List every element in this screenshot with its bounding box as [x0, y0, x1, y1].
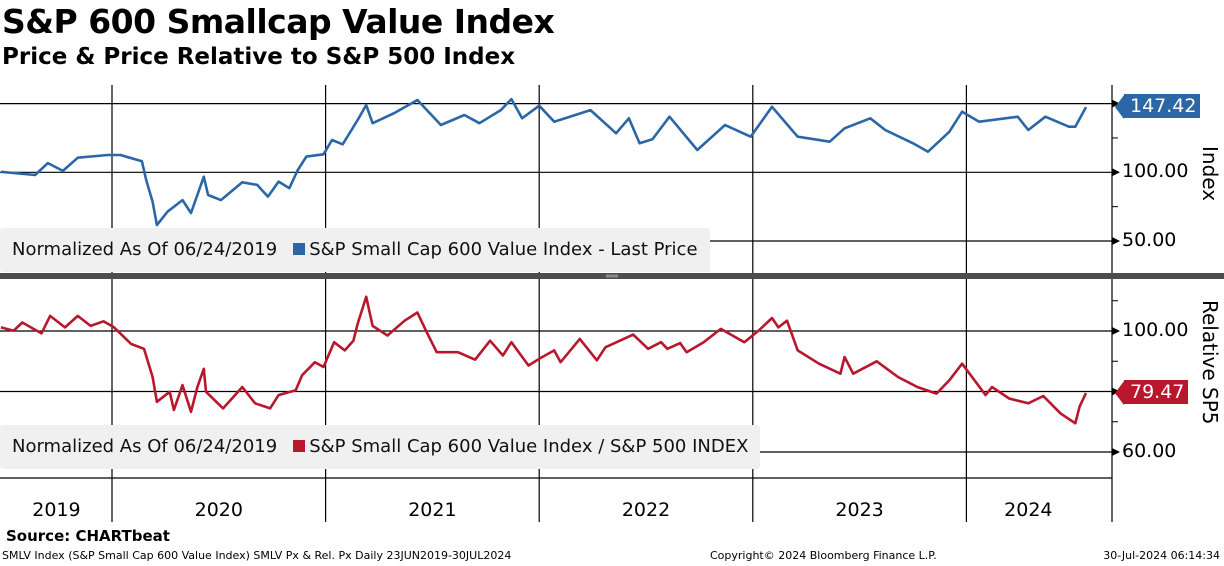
last-value-label-bottom: 79.47 — [1124, 380, 1189, 404]
chart-subtitle: Price & Price Relative to S&P 500 Index — [2, 44, 516, 70]
x-tick-label-2022: 2022 — [621, 499, 671, 521]
y-tick-label-bottom-60: 60.00 — [1122, 440, 1177, 462]
chart-title: S&P 600 Smallcap Value Index — [2, 2, 555, 41]
series-line-relative — [0, 295, 1088, 425]
last-value-pointer — [1115, 381, 1124, 406]
y-axis-title-bottom: Relative SP5 — [1198, 300, 1222, 425]
legend-label: S&P Small Cap 600 Value Index - Last Pri… — [309, 239, 698, 260]
legend-swatch-red — [293, 440, 306, 452]
y-axis-title-top: Index — [1198, 146, 1222, 202]
source-note: Source: CHARTbeat — [6, 527, 170, 545]
y-tick-arrow — [1112, 237, 1120, 245]
x-tick-label-2024: 2024 — [1004, 499, 1053, 521]
footer-description: SMLV Index (S&P Small Cap 600 Value Inde… — [2, 549, 512, 562]
last-value-label-top: 147.42 — [1124, 94, 1201, 118]
legend-swatch-blue — [293, 243, 306, 255]
x-tick-label-2020: 2020 — [194, 499, 243, 521]
x-tick-label-2019: 2019 — [32, 499, 81, 521]
x-tick-label-2023: 2023 — [835, 499, 884, 521]
bottom-legend: Normalized As Of 06/24/2019 S&P Small Cap… — [0, 425, 761, 469]
y-tick-label-bottom-100: 100.00 — [1122, 319, 1189, 341]
y-tick-arrow — [1112, 387, 1120, 396]
divider-grip — [606, 274, 618, 278]
y-tick-arrow — [1112, 327, 1120, 335]
y-tick-arrow — [1112, 168, 1120, 177]
last-value-pointer — [1115, 95, 1124, 120]
x-tick-label-2021: 2021 — [408, 499, 457, 521]
legend-note: Normalized As Of 06/24/2019 — [12, 239, 278, 260]
y-tick-arrow — [1112, 448, 1120, 456]
y-tick-arrow — [1112, 99, 1120, 108]
footer-timestamp: 30-Jul-2024 06:14:34 — [1103, 549, 1220, 562]
y-tick-label-top-50: 50.00 — [1122, 229, 1177, 251]
legend-label: S&P Small Cap 600 Value Index / S&P 500 … — [309, 436, 749, 457]
series-line-price — [0, 97, 1088, 227]
y-tick-label-top-100: 100.00 — [1122, 160, 1189, 182]
legend-note: Normalized As Of 06/24/2019 — [12, 436, 278, 457]
footer-copyright: Copyright© 2024 Bloomberg Finance L.P. — [710, 549, 937, 562]
top-legend: Normalized As Of 06/24/2019 S&P Small Cap… — [0, 228, 710, 272]
